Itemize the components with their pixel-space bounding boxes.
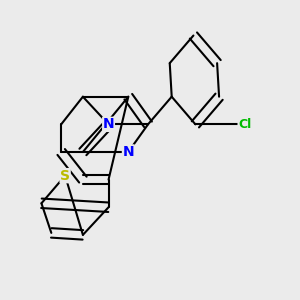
Text: N: N: [103, 117, 114, 131]
Text: N: N: [122, 145, 134, 159]
Text: Cl: Cl: [238, 118, 251, 131]
Text: S: S: [60, 169, 70, 183]
